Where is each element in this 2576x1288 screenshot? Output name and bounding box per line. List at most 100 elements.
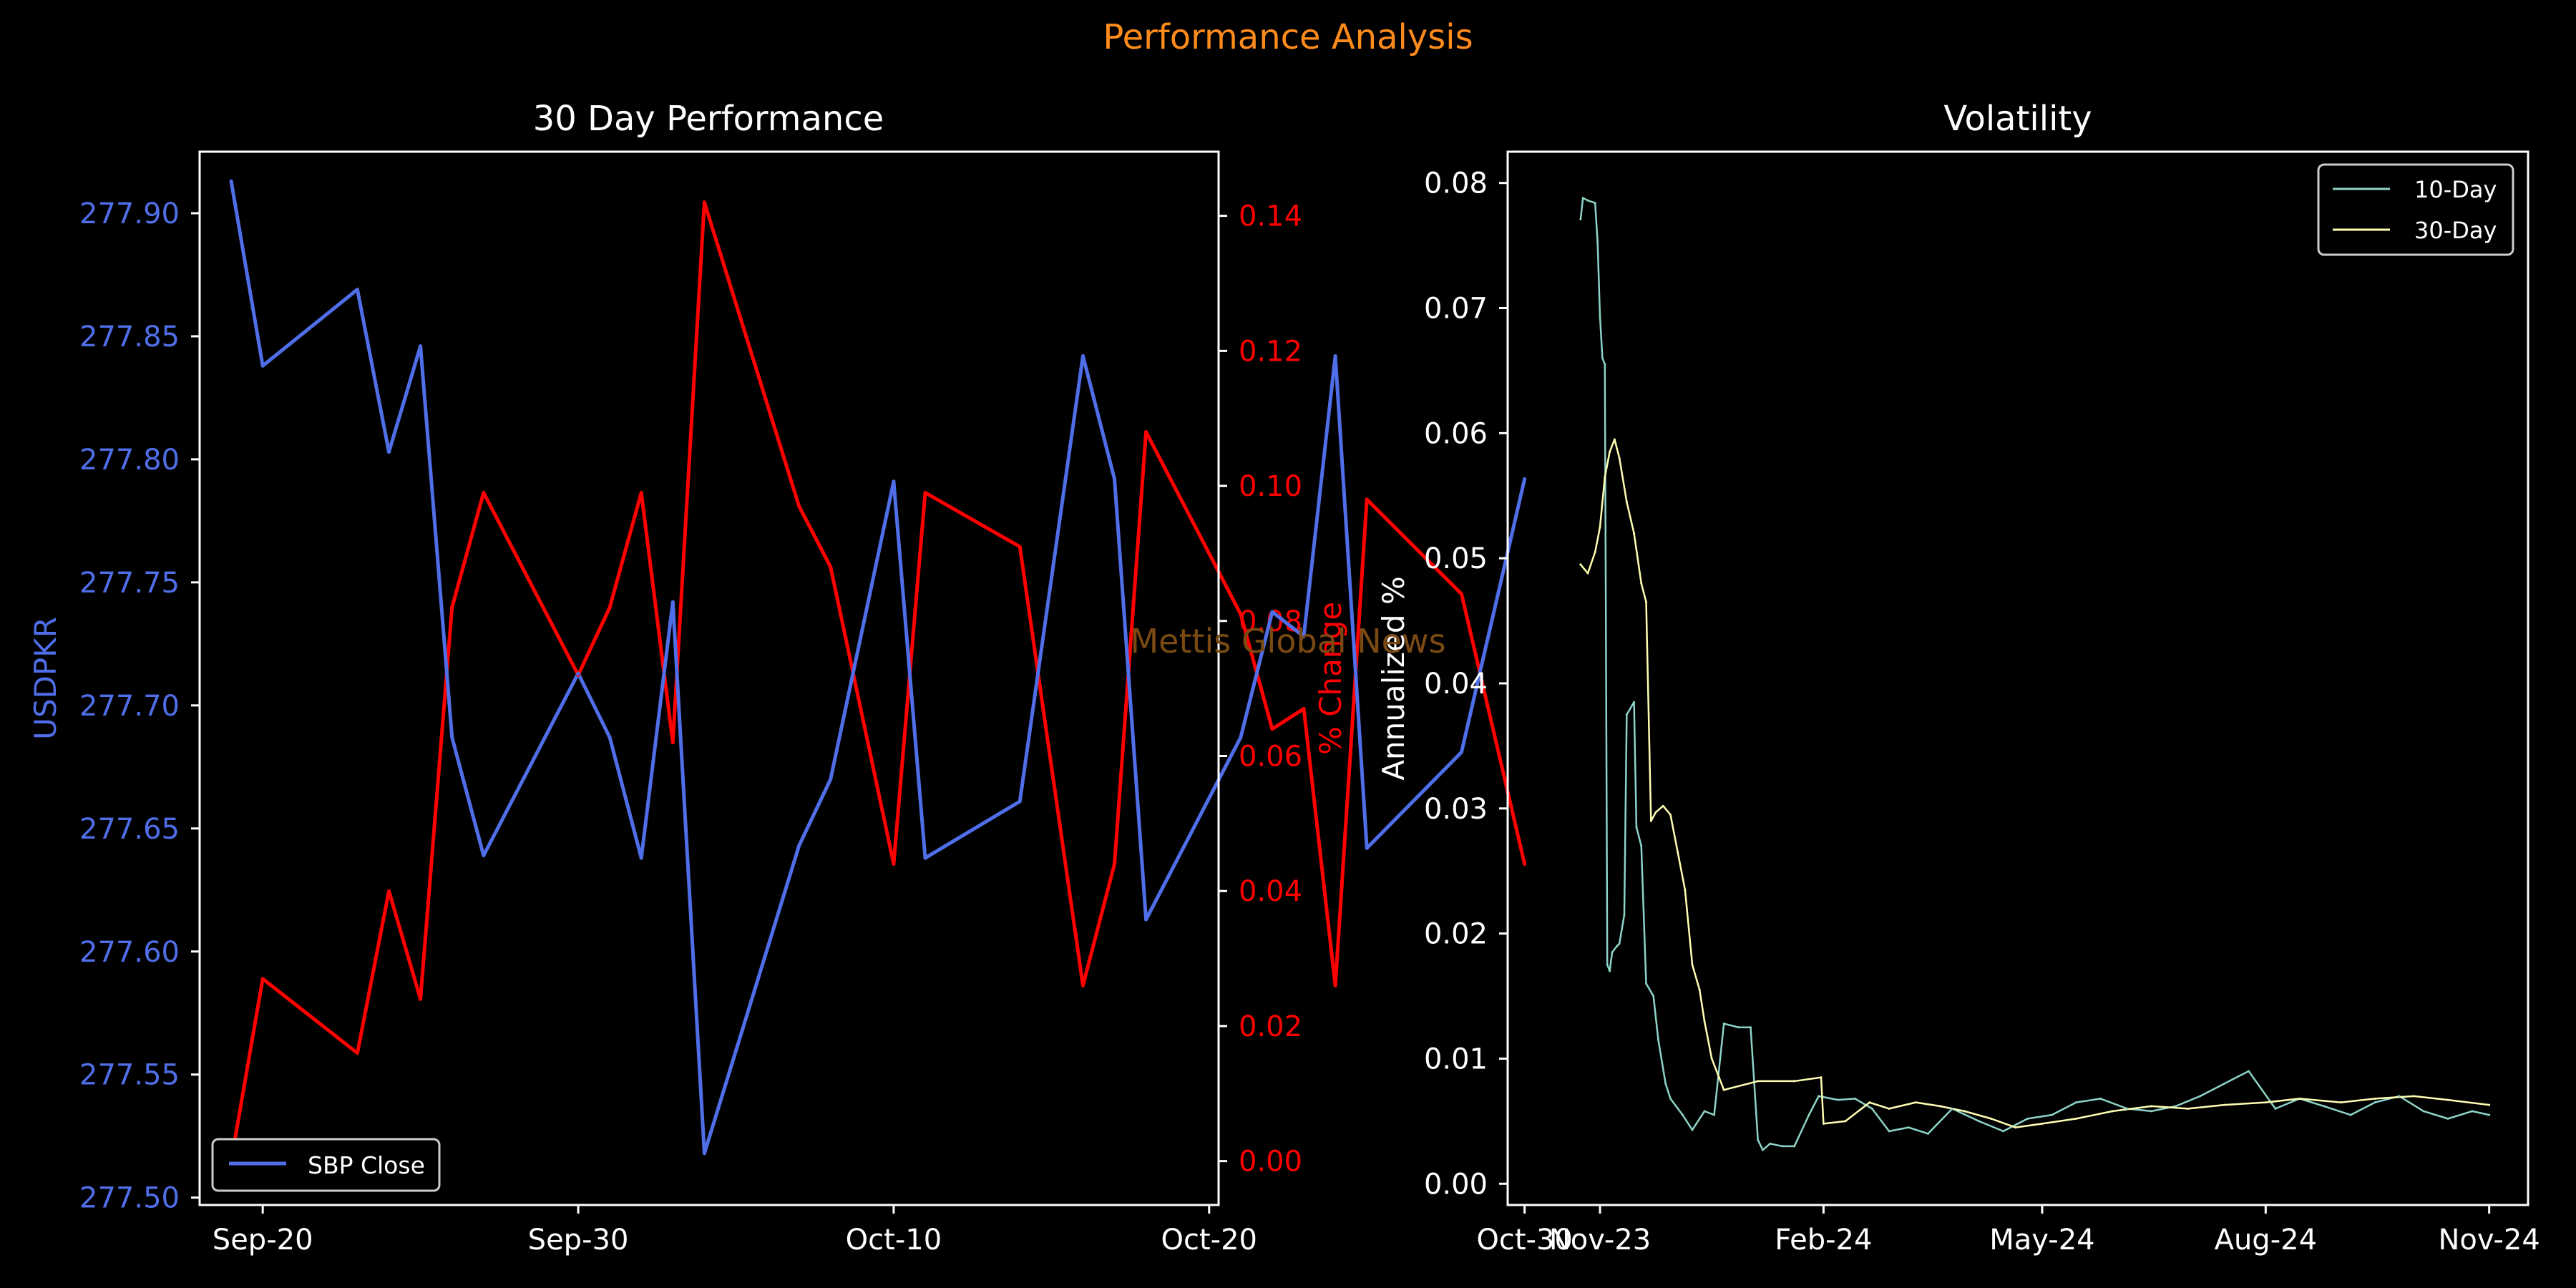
30-day-point xyxy=(2298,1097,2301,1100)
10-day-point xyxy=(1623,913,1626,916)
10-day-point xyxy=(1599,316,1601,318)
30-day-point xyxy=(1586,572,1589,575)
pct-change-point xyxy=(702,200,706,205)
pct-change-point xyxy=(1459,592,1463,596)
30-day-point xyxy=(1604,476,1606,479)
sbp-close-point xyxy=(229,179,233,183)
10-day-point xyxy=(1762,1148,1764,1151)
10-day-point xyxy=(1793,1145,1796,1148)
pct-change-point xyxy=(387,889,391,893)
10-day-point xyxy=(1669,1097,1672,1100)
30-day-point xyxy=(1938,1105,1941,1108)
10-day-point xyxy=(1769,1142,1772,1145)
30-day-point xyxy=(2111,1110,2114,1113)
sbp-close-point xyxy=(355,288,359,292)
y-tick-label: 0.02 xyxy=(1424,918,1488,951)
30-day-point xyxy=(1649,819,1652,822)
10-day-series-line xyxy=(1579,197,2489,1151)
30-day-point xyxy=(1990,1117,1993,1120)
10-day-legend-label: 10-Day xyxy=(2414,176,2497,203)
sbp-close-point xyxy=(1270,610,1274,614)
y2-tick-label: 0.06 xyxy=(1239,741,1302,774)
y-tick-label: 0.00 xyxy=(1424,1168,1488,1201)
pct-change-point xyxy=(892,862,896,866)
y-tick-label: 0.08 xyxy=(1424,167,1488,200)
10-day-point xyxy=(2002,1130,2005,1133)
sbp-close-point xyxy=(829,777,833,781)
pct-change-point xyxy=(1144,430,1148,434)
sbp-close-point xyxy=(387,450,391,454)
sbp-close-point xyxy=(1018,799,1022,804)
10-day-point xyxy=(1594,202,1596,205)
y2-tick-label: 0.10 xyxy=(1239,470,1302,503)
usdpkr-axis-label: USDPKR xyxy=(28,617,63,740)
30-day-point xyxy=(1868,1101,1871,1104)
x-tick-label: Sep-20 xyxy=(213,1224,313,1257)
y-tick-label: 0.04 xyxy=(1424,668,1488,701)
performance-chart-title: 30 Day Performance xyxy=(533,99,884,139)
sbp-close-point xyxy=(1239,736,1243,740)
30-day-point xyxy=(1599,525,1601,528)
10-day-point xyxy=(1951,1107,1953,1110)
30-day-point xyxy=(1822,1122,1825,1125)
10-day-point xyxy=(1652,995,1655,997)
30-day-point xyxy=(1844,1120,1847,1123)
pct-change-point xyxy=(1270,727,1274,731)
10-day-point xyxy=(2373,1101,2376,1104)
10-day-point xyxy=(2150,1110,2153,1113)
30-day-point xyxy=(1722,1088,1725,1091)
30-day-point xyxy=(1625,501,1628,504)
10-day-point xyxy=(1609,970,1611,972)
10-day-point xyxy=(1978,1120,1981,1123)
10-day-point xyxy=(2099,1097,2102,1100)
30-day-legend-label: 30-Day xyxy=(2414,217,2497,244)
30-day-point xyxy=(2014,1126,2017,1129)
pct-change-point xyxy=(419,997,423,1001)
10-day-point xyxy=(1722,1023,1725,1025)
pct-change-point xyxy=(1365,497,1369,502)
y-tick-label: 277.50 xyxy=(79,1182,180,1215)
10-day-point xyxy=(1750,1026,1752,1029)
x-tick-label: Sep-30 xyxy=(528,1224,629,1257)
30-day-point xyxy=(1669,814,1672,816)
10-day-point xyxy=(1657,1038,1660,1041)
30-day-point xyxy=(1677,851,1679,854)
volatility-ticks: Nov-23 Feb-24 May-24 Aug-24 Nov-24 0.00 0.01 0.… xyxy=(1424,167,2540,1257)
10-day-point xyxy=(1781,1145,1784,1148)
30-day-point xyxy=(1963,1110,1966,1113)
sbp-close-point xyxy=(260,364,265,368)
10-day-point xyxy=(1907,1126,1910,1129)
10-day-point xyxy=(1837,1098,1840,1101)
30-day-point xyxy=(1703,1020,1706,1023)
y-tick-label: 277.60 xyxy=(79,936,180,969)
30-day-point xyxy=(1914,1101,1917,1104)
10-day-point xyxy=(1616,945,1619,947)
10-day-point xyxy=(2026,1117,2029,1120)
volatility-plot-frame xyxy=(1506,150,2529,1206)
10-day-point xyxy=(1625,713,1628,716)
performance-chart: 30 Day Performance Sep-20 Sep-30 Oct-10 Oct… xyxy=(28,99,1573,1257)
30-day-point xyxy=(1613,438,1616,441)
30-day-point xyxy=(1579,563,1582,566)
10-day-point xyxy=(2223,1082,2226,1085)
pct-change-point xyxy=(355,1051,359,1055)
pct-change-point xyxy=(1302,706,1306,711)
10-day-point xyxy=(1640,844,1643,847)
10-day-point xyxy=(1926,1132,1929,1135)
sbp-close-point xyxy=(639,856,643,860)
30-day-point xyxy=(1662,804,1664,807)
x-tick-label: Nov-23 xyxy=(1549,1224,1651,1257)
10-day-point xyxy=(2274,1107,2277,1110)
30-day-point xyxy=(1717,1076,1720,1079)
10-day-point xyxy=(1579,218,1582,220)
sbp-close-point xyxy=(419,344,423,348)
30-day-point xyxy=(2264,1101,2267,1104)
10-day-point xyxy=(2074,1101,2077,1104)
x-tick-label: Feb-24 xyxy=(1775,1224,1872,1257)
10-day-point xyxy=(1713,1113,1716,1116)
x-tick-label: Aug-24 xyxy=(2215,1224,2317,1257)
10-day-point xyxy=(1581,197,1584,200)
y2-tick-label: 0.00 xyxy=(1239,1146,1302,1179)
10-day-point xyxy=(1737,1026,1740,1029)
